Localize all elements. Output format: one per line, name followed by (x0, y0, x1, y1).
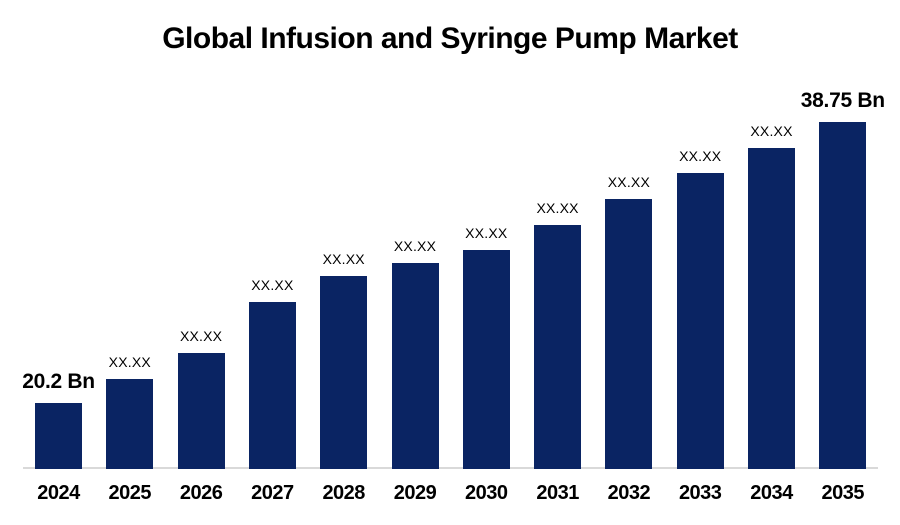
value-label-2032: XX.XX (607, 174, 651, 190)
value-label-2027: XX.XX (251, 277, 294, 293)
value-label-2024: 20.2 Bn (22, 370, 95, 393)
x-axis-label-2029: 2029 (393, 482, 437, 504)
x-axis-label-2032: 2032 (607, 482, 651, 504)
bar-2029 (391, 263, 439, 469)
chart-title: Global Infusion and Syringe Pump Market (162, 22, 738, 55)
value-label-2033: XX.XX (679, 148, 722, 164)
value-label-2030: XX.XX (465, 225, 508, 241)
value-label-2025: XX.XX (108, 354, 151, 370)
bar-2027 (248, 302, 296, 469)
bar-2028 (320, 276, 368, 469)
bar-2035 (819, 122, 867, 469)
value-label-2031: XX.XX (536, 200, 579, 216)
x-axis-label-2025: 2025 (108, 482, 152, 504)
bar-2030 (462, 250, 510, 469)
bar-2033 (676, 173, 724, 469)
value-label-2035: 38.75 Bn (800, 89, 885, 112)
x-axis-label-2026: 2026 (179, 482, 223, 504)
value-label-2034: XX.XX (750, 123, 793, 139)
bar-2031 (534, 225, 582, 469)
value-label-2028: XX.XX (322, 251, 365, 267)
x-axis-label-2031: 2031 (536, 482, 579, 504)
x-axis-label-2024: 2024 (37, 482, 80, 504)
value-label-2029: XX.XX (393, 238, 437, 254)
x-axis-label-2030: 2030 (465, 482, 508, 504)
bar-2025 (106, 379, 154, 469)
bar-2034 (748, 148, 795, 469)
x-axis-label-2034: 2034 (750, 482, 793, 504)
x-axis-label-2035: 2035 (821, 482, 865, 504)
x-axis-label-2027: 2027 (251, 482, 294, 504)
x-axis-line (23, 467, 878, 469)
bar-2024 (35, 403, 82, 469)
bar-2026 (177, 353, 225, 469)
x-axis-label-2028: 2028 (322, 482, 365, 504)
x-axis-label-2033: 2033 (678, 482, 722, 504)
bar-2032 (605, 199, 653, 469)
value-label-2026: XX.XX (179, 328, 223, 344)
